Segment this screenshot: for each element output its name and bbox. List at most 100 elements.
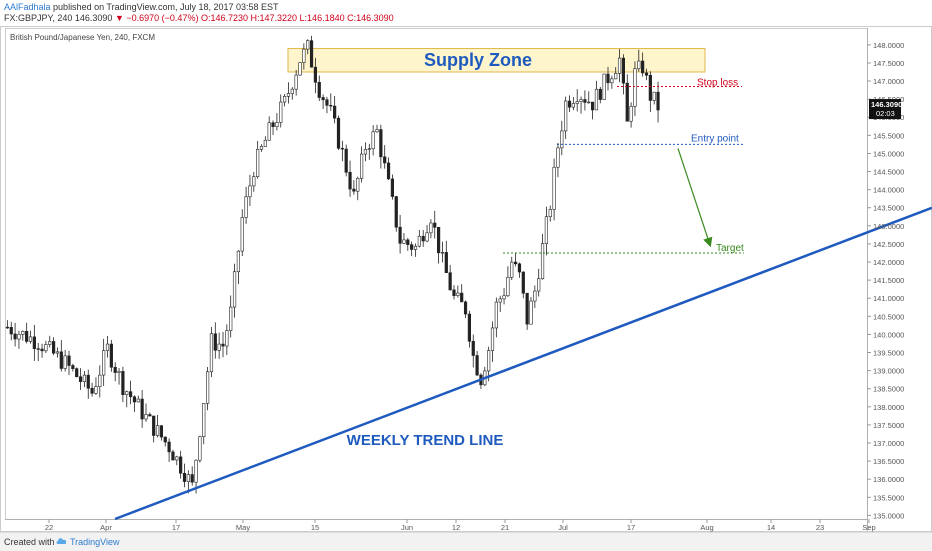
author-link[interactable]: AAlFadhala [4, 2, 51, 12]
candle-body [190, 474, 194, 483]
candle-body [279, 101, 283, 123]
candle-body [309, 40, 314, 68]
chart-header: AAlFadhala published on TradingView.com,… [0, 0, 932, 26]
candle-body [475, 355, 479, 376]
candle-body [155, 425, 160, 436]
candle-body [383, 156, 387, 164]
candle-body [25, 331, 29, 342]
time-axis[interactable]: 22 Apr 17 May 15 Jun 12 21 Jul 17 Aug 14 23 Sep [45, 519, 876, 532]
countdown-label: 02:03 [876, 109, 895, 118]
price-tick-label: 138.0000 [873, 403, 904, 412]
candle-body [102, 350, 106, 376]
candle-body [78, 376, 83, 382]
candle-body [552, 166, 556, 210]
candle-body [317, 82, 321, 98]
candle-body [537, 278, 541, 292]
candle-body [352, 188, 356, 192]
candle-body [194, 459, 198, 483]
candle-body [256, 148, 260, 177]
candle-body [159, 425, 164, 438]
chart-title: British Pound/Japanese Yen, 240, FXCM [10, 33, 155, 42]
candle-body [494, 301, 498, 329]
candle-body [248, 185, 252, 198]
candle-body [525, 292, 529, 325]
candle-body [98, 374, 102, 387]
candle-body [644, 72, 649, 76]
candle-body [463, 301, 468, 315]
candle-body [290, 88, 294, 94]
candle-body [521, 271, 525, 294]
candle-body [602, 73, 606, 100]
candle-body [90, 387, 94, 394]
price-tick-label: 142.0000 [873, 258, 904, 267]
time-tick-label: 17 [172, 523, 180, 532]
candle-body [363, 149, 368, 155]
current-price-marker: 146.3090 02:03 [869, 99, 902, 120]
created-with-text: Created with [4, 537, 55, 547]
candle-body [267, 122, 271, 141]
candle-body [263, 139, 267, 147]
candle-body [356, 178, 360, 192]
candle-body [429, 222, 433, 234]
candle-body [510, 261, 514, 278]
candle-body [163, 436, 167, 443]
candle-body [617, 57, 622, 74]
candle-body [517, 263, 522, 273]
tradingview-brand[interactable]: TradingView [70, 537, 120, 547]
current-price-label: 146.3090 [871, 100, 902, 109]
price-tick-label: 140.5000 [873, 312, 904, 321]
price-chart[interactable]: British Pound/Japanese Yen, 240, FXCM Su… [0, 26, 932, 532]
candle-body [359, 153, 364, 179]
candle-body [9, 327, 13, 335]
ohlc-values: O:146.7230 H:147.3220 L:146.1840 C:146.3… [200, 13, 394, 23]
candle-body [167, 441, 171, 453]
candle-body [548, 209, 552, 218]
candle-body [398, 226, 402, 244]
time-tick-label: 15 [311, 523, 319, 532]
candle-body [490, 327, 495, 351]
price-tick-label: 140.0000 [873, 330, 904, 339]
last-price: 146.3090 [74, 13, 113, 23]
candle-body [117, 371, 121, 373]
candle-body [325, 99, 329, 106]
time-tick-label: 12 [452, 523, 460, 532]
price-tick-label: 145.5000 [873, 131, 904, 140]
candle-body [375, 129, 379, 133]
candle-body [336, 117, 341, 149]
candle-body [448, 272, 452, 291]
target-label: Target [716, 243, 744, 254]
target-arrow [677, 148, 713, 248]
price-tick-label: 142.5000 [873, 240, 904, 249]
candle-body [209, 333, 214, 373]
candle-body [390, 178, 395, 197]
candle-body [75, 368, 79, 378]
candle-body [213, 333, 217, 351]
candle-body [271, 122, 275, 127]
candle-body [313, 66, 318, 83]
price-tick-label: 148.0000 [873, 41, 904, 50]
candle-body [82, 374, 86, 382]
candle-body [456, 292, 460, 296]
candle-body [633, 68, 637, 107]
candle-body [125, 391, 129, 396]
supply-zone[interactable]: Supply Zone [287, 47, 706, 73]
price-tick-label: 147.0000 [873, 77, 904, 86]
candle-body [232, 271, 237, 308]
time-tick-label: May [236, 523, 250, 532]
candle-body [217, 343, 221, 351]
candle-body [40, 348, 44, 352]
candle-body [440, 252, 445, 254]
supply-zone-box[interactable] [287, 47, 706, 73]
candle-body [63, 355, 67, 369]
price-tick-label: 139.5000 [873, 349, 904, 358]
candle-body [656, 91, 660, 111]
candle-body [13, 333, 17, 340]
symbol-line: FX:GBPJPY, 240 146.3090 ▼ −0.6970 (−0.47… [4, 12, 394, 24]
weekly-trend-line[interactable] [114, 206, 932, 521]
candle-body [333, 105, 337, 119]
time-tick-label: 21 [501, 523, 509, 532]
candle-body [171, 451, 175, 461]
candle-body [606, 73, 610, 84]
publish-date: published on TradingView.com, July 18, 2… [53, 2, 279, 12]
price-tick-label: 147.5000 [873, 59, 904, 68]
